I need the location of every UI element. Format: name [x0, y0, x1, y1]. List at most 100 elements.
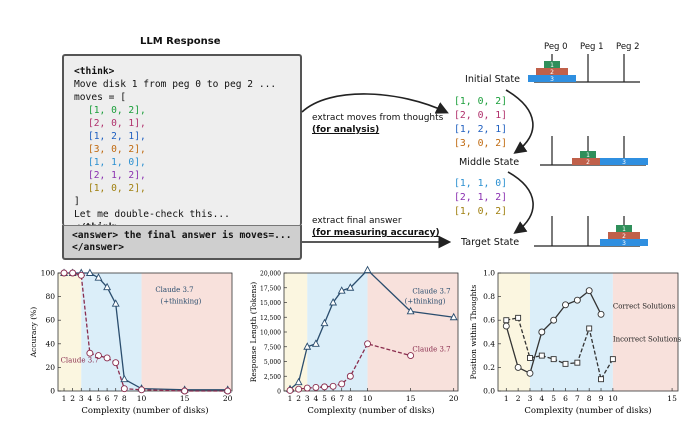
disk-label: 3: [622, 240, 626, 247]
band: [307, 273, 368, 391]
data-point: [502, 322, 510, 330]
disk-label: 3: [622, 159, 626, 166]
data-point: [526, 369, 534, 377]
move-line: [1, 0, 2],: [88, 105, 146, 116]
y-tick-label: 2,500: [264, 374, 281, 381]
data-point: [562, 360, 569, 367]
data-point: [86, 349, 94, 357]
y-axis-label: Position within Thoughts: [469, 285, 478, 380]
series-label: Claude 3.7: [61, 357, 99, 365]
extracted-move: [1, 0, 2]: [454, 96, 508, 107]
peg-label: Peg 0: [544, 42, 568, 52]
data-point: [585, 287, 593, 295]
y-tick-label: 0: [50, 387, 55, 396]
disk-2: [608, 232, 640, 239]
data-point: [320, 318, 329, 327]
data-point: [449, 312, 458, 321]
x-tick-label: 2: [296, 394, 301, 403]
series-label: Claude 3.7: [155, 286, 193, 294]
series-label: Claude 3.7: [412, 288, 450, 296]
data-point: [574, 359, 581, 366]
data-point: [597, 310, 605, 318]
x-tick-label: 15: [406, 394, 416, 403]
extract-final-label: extract final answer: [312, 216, 402, 226]
llm-response-title: LLM Response: [140, 36, 221, 47]
arrow-thoughts: [301, 93, 449, 114]
data-point: [321, 383, 328, 391]
disk-2: [536, 68, 568, 75]
x-tick-label: 1: [62, 394, 67, 403]
data-point: [69, 269, 77, 277]
x-tick-label: 20: [449, 394, 459, 403]
x-axis-label: Complexity (number of disks): [81, 405, 208, 416]
answer-line: <answer> the final answer is moves=...: [72, 230, 292, 241]
moves-head: moves = [: [74, 92, 126, 103]
x-tick-label: 7: [575, 394, 580, 403]
extracted-move: [3, 0, 2]: [454, 138, 508, 149]
data-point: [303, 384, 311, 392]
series-line: [289, 343, 411, 392]
move-line: [1, 1, 0],: [88, 157, 146, 168]
extract-thoughts-label: extract moves from thoughts: [312, 113, 444, 123]
x-tick-label: 4: [87, 394, 92, 403]
data-point: [609, 356, 616, 363]
data-point: [295, 385, 303, 393]
y-tick-label: 5,000: [264, 359, 281, 366]
move-line: [1, 2, 1],: [88, 131, 146, 142]
x-tick-label: 15: [667, 394, 677, 403]
x-tick-label: 9: [599, 394, 604, 403]
disk-label: 1: [586, 152, 590, 159]
disk-label: 2: [622, 233, 626, 240]
y-tick-label: 80: [45, 292, 55, 301]
y-tick-label: 1.0: [483, 269, 495, 278]
x-tick-label: 10: [137, 394, 147, 403]
arrow-initial-to-middle: [505, 89, 534, 154]
data-point: [538, 352, 545, 359]
think-line: Move disk 1 from peg 0 to peg 2 ...: [74, 79, 277, 90]
disk-3: [600, 239, 648, 246]
series-label: (+thinking): [405, 298, 446, 306]
y-tick-label: 20: [45, 363, 55, 372]
data-point: [181, 387, 189, 395]
data-point: [103, 354, 111, 362]
data-point: [407, 352, 415, 360]
data-point: [346, 283, 355, 291]
series-line: [506, 317, 614, 381]
disk-3: [528, 75, 576, 82]
chart-1: 0 20 40 60 80 100 1 2 3 4 5 6 7 8 10 15 20 Complexity (nu…: [29, 269, 233, 417]
band: [141, 273, 232, 391]
x-tick-label: 7: [339, 394, 344, 403]
data-point: [598, 376, 604, 383]
data-point: [538, 328, 546, 336]
disk-label: 1: [550, 62, 554, 69]
data-point: [562, 301, 569, 309]
x-axis-label: Complexity (number of disks): [524, 405, 651, 416]
data-point: [120, 385, 128, 393]
y-tick-label: 0.2: [483, 363, 495, 372]
disk-1: [616, 225, 632, 232]
data-point: [329, 298, 338, 306]
y-tick-label: 12,500: [260, 315, 281, 322]
disk-3: [600, 158, 648, 165]
data-point: [224, 387, 232, 395]
x-tick-label: 6: [105, 394, 110, 403]
disk-1: [580, 151, 596, 158]
data-point: [94, 273, 103, 281]
y-tick-label: 60: [45, 316, 55, 325]
move-line: [2, 0, 1],: [88, 118, 146, 129]
data-point: [312, 384, 320, 391]
band: [612, 273, 678, 391]
data-point: [573, 296, 581, 304]
y-tick-label: 0.6: [483, 316, 495, 325]
double-check-line: Let me double-check this...: [74, 209, 230, 220]
data-point: [112, 359, 120, 367]
x-tick-label: 5: [322, 394, 327, 403]
data-point: [514, 363, 522, 371]
data-point: [337, 286, 346, 294]
data-point: [138, 386, 146, 394]
data-point: [111, 299, 120, 307]
disk-2: [572, 158, 604, 165]
x-tick-label: 8: [587, 394, 592, 403]
data-point: [294, 377, 303, 386]
